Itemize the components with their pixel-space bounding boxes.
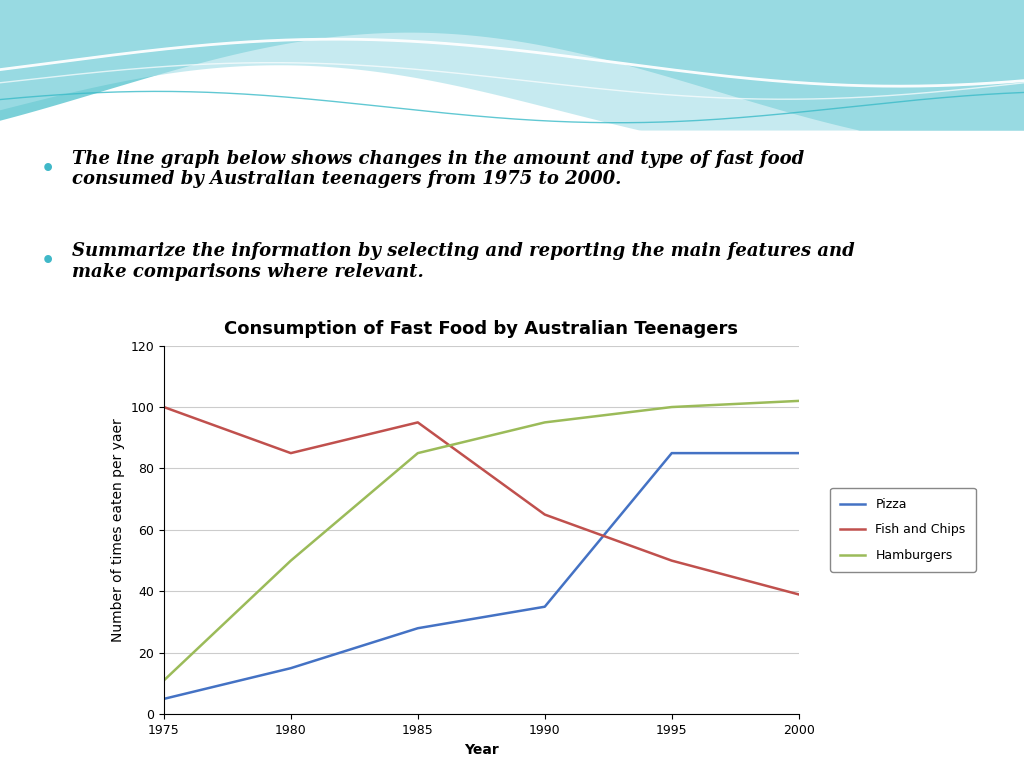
Pizza (285, 664, 297, 673)
Title: Consumption of Fast Food by Australian Teenagers: Consumption of Fast Food by Australian T… (224, 320, 738, 339)
Fish and Chips (412, 418, 424, 427)
Polygon shape (0, 0, 1024, 131)
X-axis label: Year: Year (464, 743, 499, 756)
Polygon shape (0, 0, 1024, 131)
Text: •: • (41, 159, 55, 179)
Legend: Pizza, Fish and Chips, Hamburgers: Pizza, Fish and Chips, Hamburgers (830, 488, 976, 572)
Hamburgers (158, 676, 170, 685)
Fish and Chips (158, 402, 170, 412)
Line: Hamburgers: Hamburgers (164, 401, 799, 680)
Pizza (793, 449, 805, 458)
Fish and Chips (285, 449, 297, 458)
Line: Pizza: Pizza (164, 453, 799, 699)
Hamburgers (539, 418, 551, 427)
Hamburgers (412, 449, 424, 458)
Pizza (158, 694, 170, 703)
Hamburgers (285, 556, 297, 565)
Fish and Chips (539, 510, 551, 519)
Pizza (539, 602, 551, 611)
Text: The line graph below shows changes in the amount and type of fast food
consumed : The line graph below shows changes in th… (72, 150, 804, 188)
Hamburgers (666, 402, 678, 412)
Hamburgers (793, 396, 805, 406)
Fish and Chips (793, 590, 805, 599)
Pizza (412, 624, 424, 633)
Text: Summarize the information by selecting and reporting the main features and
make : Summarize the information by selecting a… (72, 242, 854, 280)
Text: •: • (41, 251, 55, 271)
Y-axis label: Number of times eaten per yaer: Number of times eaten per yaer (111, 418, 125, 642)
Fish and Chips (666, 556, 678, 565)
Pizza (666, 449, 678, 458)
Line: Fish and Chips: Fish and Chips (164, 407, 799, 594)
